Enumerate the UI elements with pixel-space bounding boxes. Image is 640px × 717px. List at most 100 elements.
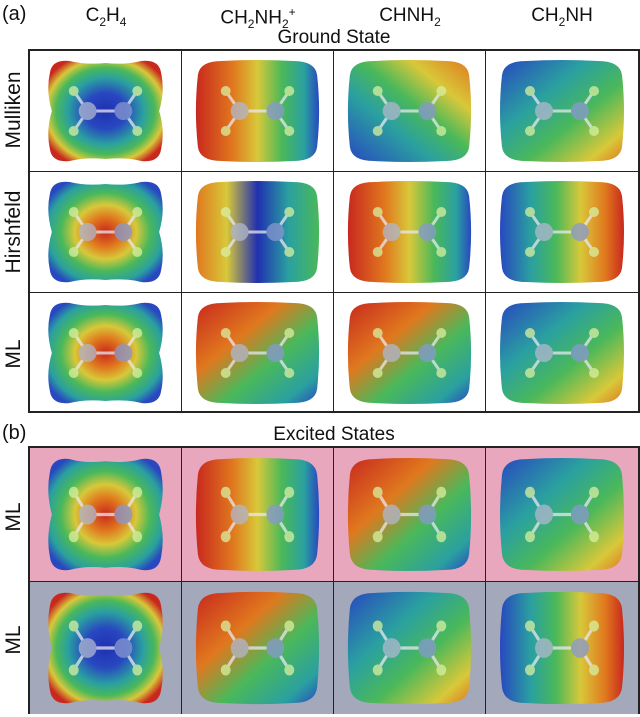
hydrogen-atom <box>220 664 231 676</box>
surface-plot <box>195 181 320 283</box>
molecule-model <box>68 86 143 136</box>
heavy-atom <box>571 344 589 362</box>
subscript: 2 <box>99 14 106 29</box>
heavy-atom <box>418 102 437 120</box>
hydrogen-atom <box>132 86 143 96</box>
surface-plot <box>347 302 472 404</box>
hydrogen-atom <box>525 620 535 632</box>
carbon-atom <box>230 344 249 362</box>
subscript: 2 <box>434 14 441 29</box>
hydrogen-atom <box>132 126 143 136</box>
hydrogen-atom <box>284 328 295 338</box>
hydrogen-atom <box>436 531 447 543</box>
hydrogen-atom <box>436 86 447 96</box>
superscript: + <box>288 5 296 19</box>
column-header-main: CH <box>220 7 248 29</box>
surface-plot <box>500 60 624 162</box>
carbon-atom <box>382 504 401 525</box>
heavy-atom <box>266 344 285 362</box>
hydrogen-atom <box>372 531 383 543</box>
hydrogen-atom <box>132 664 143 676</box>
hydrogen-atom <box>436 486 447 498</box>
molecule-model <box>372 620 447 676</box>
hydrogen-atom <box>220 531 231 543</box>
surface-plot <box>195 60 320 162</box>
hydrogen-atom <box>525 126 535 136</box>
heavy-atom <box>266 102 285 120</box>
molecule-model <box>525 86 599 136</box>
surface-cell <box>334 293 486 413</box>
hydrogen-atom <box>436 664 447 676</box>
surface-plot <box>347 60 472 162</box>
carbon-atom <box>535 223 553 241</box>
surface-plot <box>334 448 485 581</box>
hydrogen-atom <box>68 486 79 498</box>
row-label-mulliken: Mulliken <box>2 71 25 149</box>
molecule-model <box>372 328 447 378</box>
carbon-atom <box>78 223 97 241</box>
heavy-atom <box>114 102 133 120</box>
hydrogen-atom <box>589 247 599 257</box>
hydrogen-atom <box>132 531 143 543</box>
hydrogen-atom <box>132 486 143 498</box>
molecule-model <box>220 328 295 378</box>
carbon-atom <box>382 638 401 658</box>
carbon-atom <box>230 504 249 525</box>
column-header-c2h4: C2H4 <box>30 5 182 29</box>
column-header-ch2nh: CH2NH <box>486 5 638 29</box>
hydrogen-atom <box>68 620 79 632</box>
surface-plot <box>334 582 485 714</box>
hydrogen-atom <box>589 531 599 543</box>
ground-state-grid <box>28 49 640 413</box>
heavy-atom <box>418 223 437 241</box>
hydrogen-atom <box>284 664 295 676</box>
heavy-atom <box>266 638 285 658</box>
hydrogen-atom <box>436 126 447 136</box>
surface-cell <box>30 582 182 714</box>
carbon-atom <box>78 344 97 362</box>
hydrogen-atom <box>372 368 383 378</box>
heavy-atom <box>114 223 133 241</box>
surface-cell <box>182 582 334 714</box>
carbon-atom <box>382 344 401 362</box>
hydrogen-atom <box>220 368 231 378</box>
molecule-model <box>525 620 599 676</box>
heavy-atom <box>571 102 589 120</box>
carbon-atom <box>535 504 553 525</box>
column-header-ch2nh2-plus: CH2NH2+ <box>182 5 334 31</box>
surface-cell <box>30 448 182 582</box>
hydrogen-atom <box>436 328 447 338</box>
carbon-atom <box>535 102 553 120</box>
hydrogen-atom <box>220 328 231 338</box>
column-header-main: CH <box>531 5 559 26</box>
surface-cell <box>30 293 182 413</box>
carbon-atom <box>535 638 553 658</box>
surface-plot <box>30 448 181 581</box>
column-header-main: C <box>85 5 100 26</box>
subscript: 2 <box>247 17 255 32</box>
hydrogen-atom <box>132 207 143 217</box>
hydrogen-atom <box>220 207 231 217</box>
hydrogen-atom <box>68 126 79 136</box>
hydrogen-atom <box>525 664 535 676</box>
hydrogen-atom <box>525 368 535 378</box>
hydrogen-atom <box>372 620 383 632</box>
heavy-atom <box>418 638 437 658</box>
carbon-atom <box>230 102 249 120</box>
heavy-atom <box>266 223 285 241</box>
molecule-model <box>220 207 295 257</box>
hydrogen-atom <box>436 247 447 257</box>
molecule-model <box>525 328 599 378</box>
heavy-atom <box>418 504 437 525</box>
hydrogen-atom <box>68 368 79 378</box>
hydrogen-atom <box>132 328 143 338</box>
hydrogen-atom <box>284 620 295 632</box>
hydrogen-atom <box>436 368 447 378</box>
molecule-model <box>68 620 143 676</box>
molecule-model <box>68 328 143 378</box>
panel-a-label: (a) <box>2 3 27 25</box>
hydrogen-atom <box>284 531 295 543</box>
hydrogen-atom <box>525 328 535 338</box>
surface-cell <box>486 582 638 714</box>
surface-cell <box>334 172 486 293</box>
